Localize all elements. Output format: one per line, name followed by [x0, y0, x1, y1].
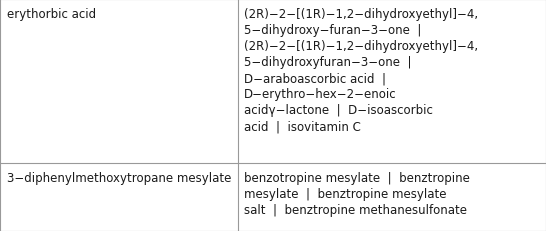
Text: erythorbic acid: erythorbic acid [7, 8, 96, 21]
Text: (2R)−2−[(1R)−1,2−dihydroxyethyl]−4,
5−dihydroxy−furan−3−one  |
(2R)−2−[(1R)−1,2−: (2R)−2−[(1R)−1,2−dihydroxyethyl]−4, 5−di… [244, 8, 478, 133]
Text: benzotropine mesylate  |  benztropine
mesylate  |  benztropine mesylate
salt  | : benzotropine mesylate | benztropine mesy… [244, 171, 470, 216]
Text: 3−diphenylmethoxytropane mesylate: 3−diphenylmethoxytropane mesylate [7, 171, 231, 184]
